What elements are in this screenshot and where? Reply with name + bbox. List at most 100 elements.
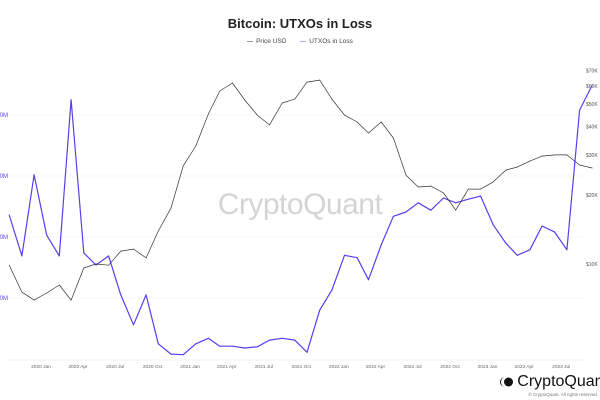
x-tick-label: 2020 Jul	[106, 364, 124, 370]
watermark: CryptoQuant	[217, 188, 383, 221]
right-tick-label: $60K	[586, 84, 598, 90]
utxo-point	[231, 345, 233, 347]
left-tick-label: 40M	[0, 113, 8, 119]
price-point	[120, 250, 122, 252]
price-point	[219, 90, 221, 92]
price-point	[516, 166, 518, 168]
price-point	[405, 174, 407, 176]
utxo-point	[33, 174, 35, 176]
utxo-point	[417, 202, 419, 204]
price-point	[83, 267, 85, 269]
utxo-point	[455, 202, 457, 204]
right-tick-label: $10K	[586, 262, 598, 268]
cryptoquant-logo-icon	[500, 377, 514, 387]
price-point	[356, 121, 358, 123]
chart-title: Bitcoin: UTXOs in Loss	[227, 16, 373, 31]
legend-label-utxo: UTXOs in Loss	[309, 38, 353, 45]
price-point	[591, 167, 593, 169]
x-tick-label: 2020 Jan	[31, 364, 51, 370]
price-point	[529, 160, 531, 162]
x-tick-label: 2021 Jul	[255, 364, 273, 370]
price-point	[579, 164, 580, 166]
utxo-point	[157, 343, 159, 345]
x-tick-label: 2020 Apr	[68, 364, 88, 370]
price-point	[145, 257, 147, 259]
left-tick-label: 30M	[0, 174, 8, 180]
utxo-in-loss-line	[8, 84, 593, 356]
utxo-point	[356, 257, 358, 259]
price-point	[182, 165, 184, 167]
price-point	[430, 185, 432, 187]
price-point	[157, 230, 159, 232]
price-point	[256, 114, 258, 116]
utxo-point	[492, 224, 494, 226]
price-point	[208, 113, 209, 115]
utxo-point	[182, 354, 184, 356]
utxo-point	[132, 324, 134, 326]
utxo-point	[8, 214, 10, 216]
utxo-point	[306, 351, 308, 353]
brand-logo: CryptoQuant	[499, 374, 600, 390]
utxo-point	[529, 249, 531, 251]
legend-swatch-utxo	[300, 40, 307, 43]
right-tick-label: $40K	[586, 124, 598, 130]
right-tick-label: $30K	[586, 153, 598, 159]
right-tick-label: $20K	[586, 193, 598, 199]
utxo-point	[244, 347, 246, 349]
utxo-point	[21, 255, 23, 257]
utxo-point	[281, 337, 283, 339]
price-point	[554, 154, 556, 156]
price-point	[46, 292, 48, 294]
copyright: © CryptoQuant. All rights reserved.	[528, 392, 598, 397]
utxo-point	[145, 294, 147, 296]
price-point	[281, 102, 283, 104]
utxo-point	[83, 252, 85, 254]
utxo-point	[269, 339, 271, 341]
legend-label-price: Price USD	[256, 38, 287, 45]
utxo-point	[70, 99, 72, 101]
utxo-point	[331, 289, 333, 291]
legend-item-price[interactable]: Price USD	[247, 38, 286, 45]
x-tick-label: 2021 Oct	[292, 364, 312, 370]
utxo-point	[591, 84, 593, 86]
utxo-point	[207, 337, 209, 339]
price-point	[368, 132, 369, 134]
price-point	[294, 98, 296, 100]
utxo-point	[554, 231, 556, 233]
price-point	[70, 299, 72, 301]
x-tick-label: 2021 Jan	[180, 364, 200, 370]
x-tick-label: 2021 Apr	[217, 364, 237, 370]
utxo-point	[46, 234, 48, 236]
price-point	[319, 79, 321, 81]
utxo-point	[195, 343, 197, 345]
utxo-point	[443, 197, 445, 199]
x-tick-label: 2022 Apr	[366, 364, 386, 370]
price-point	[492, 181, 494, 183]
x-tick-label: 2023 Jan	[478, 364, 498, 370]
price-point	[108, 264, 110, 266]
utxo-point	[108, 255, 110, 257]
price-point	[232, 82, 233, 84]
x-tick-label: 2022 Oct	[440, 364, 460, 370]
legend: Price USD UTXOs in Loss	[0, 38, 600, 45]
legend-item-utxo[interactable]: UTXOs in Loss	[300, 38, 353, 45]
price-point	[505, 169, 507, 171]
price-point	[467, 188, 469, 190]
x-tick-label: 2020 Oct	[143, 364, 163, 370]
utxo-point	[579, 109, 581, 111]
utxo-point	[344, 254, 346, 256]
price-point	[443, 192, 444, 194]
price-point	[380, 121, 382, 123]
utxo-point	[256, 346, 258, 348]
price-point	[392, 137, 394, 139]
left-tick-label: 10M	[0, 296, 8, 302]
price-point	[480, 188, 481, 190]
price-point	[195, 145, 197, 147]
price-point	[331, 98, 333, 100]
utxo-point	[541, 225, 543, 227]
utxo-point	[368, 279, 370, 281]
price-point	[417, 186, 419, 188]
x-tick-label: 2023 Jul	[552, 364, 570, 370]
utxo-point	[392, 215, 394, 217]
price-point	[21, 291, 23, 293]
